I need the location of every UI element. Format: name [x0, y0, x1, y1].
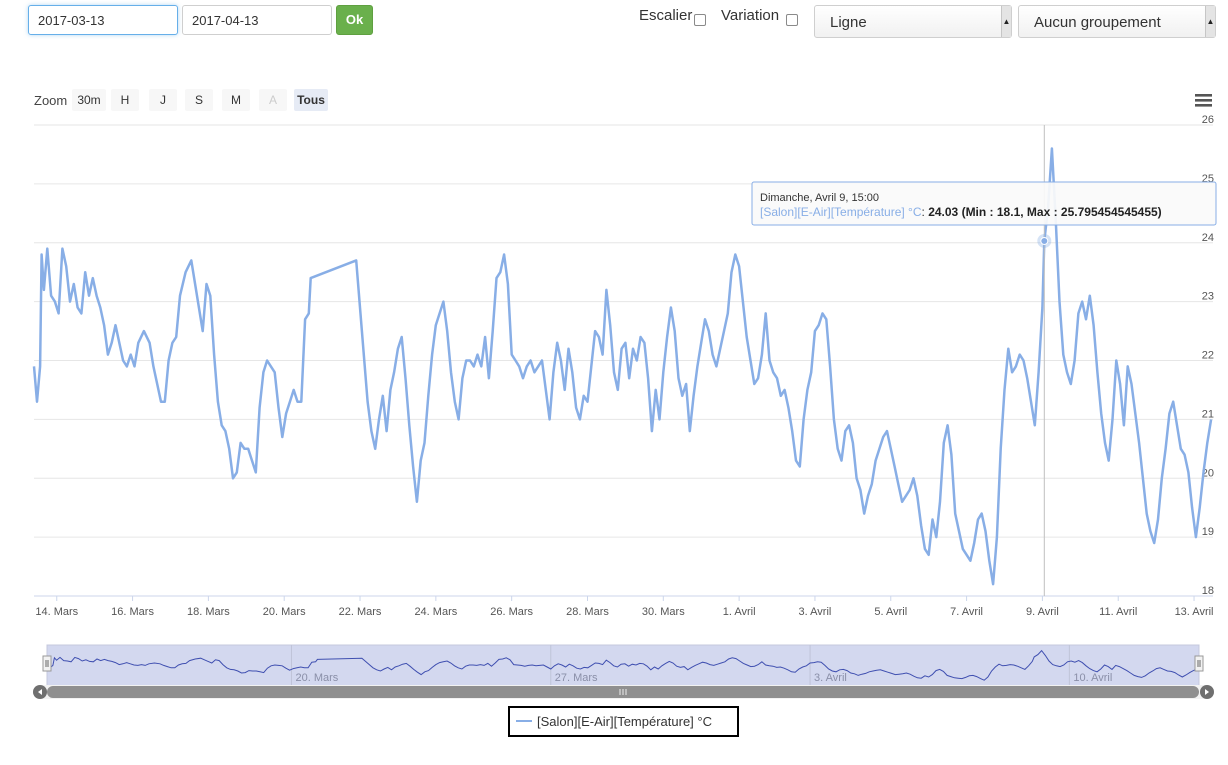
zoom-button-h[interactable]: H [121, 93, 130, 107]
x-tick-label: 5. Avril [874, 606, 907, 618]
y-tick-label: 24 [1202, 232, 1214, 244]
y-tick-label: 21 [1202, 408, 1214, 420]
x-tick-label: 9. Avril [1026, 606, 1059, 618]
escalier-checkbox[interactable] [694, 14, 706, 26]
legend[interactable]: [Salon][E-Air][Température] °C [508, 706, 739, 737]
chevron-left-icon[interactable] [33, 685, 47, 699]
x-axis: 14. Mars 16. Mars 18. Mars 20. Mars 22. Mars… [35, 596, 1214, 618]
x-tick-label: 3. Avril [799, 606, 832, 618]
zoom-button-bg [149, 89, 177, 111]
y-tick-label: 19 [1202, 526, 1214, 538]
zoom-button-a: A [269, 93, 277, 107]
navigator-mask [46, 644, 1200, 687]
date-from-input[interactable] [28, 5, 178, 35]
x-tick-label: 22. Mars [339, 606, 382, 618]
zoom-button-m[interactable]: M [231, 93, 241, 107]
tooltip-value: 24.03 (Min : 18.1, Max : 25.795454545455… [928, 205, 1161, 219]
grouping-select[interactable]: Aucun groupement ▲ [1018, 5, 1216, 38]
chart-type-value: Ligne [830, 14, 867, 31]
navigator-label: 20. Mars [295, 672, 338, 684]
navigator[interactable]: 20. Mars 27. Mars 3. Avril 10. Avril [42, 644, 1204, 687]
tooltip-separator: : [922, 205, 929, 219]
legend-series-label[interactable]: [Salon][E-Air][Température] °C [537, 714, 712, 729]
zoom-button-30m[interactable]: 30m [77, 93, 100, 107]
x-tick-label: 28. Mars [566, 606, 609, 618]
tooltip-series-line: [Salon][E-Air][Température] °C: 24.03 (M… [760, 205, 1162, 219]
tooltip-series-name: [Salon][E-Air][Température] °C [760, 205, 922, 219]
toolbar: Ok Escalier Variation Ligne ▲ Aucun grou… [0, 0, 1228, 45]
zoom-label: Zoom [34, 93, 67, 108]
zoom-button-tous[interactable]: Tous [297, 93, 325, 107]
escalier-label: Escalier [639, 7, 693, 24]
navigator-handle-left[interactable] [42, 655, 52, 672]
zoom-button-bg [111, 89, 139, 111]
variation-label: Variation [721, 7, 780, 24]
zoom-button-bg [259, 89, 287, 111]
y-tick-label: 23 [1202, 291, 1214, 303]
ok-button[interactable]: Ok [336, 5, 373, 35]
navigator-label: 10. Avril [1073, 672, 1112, 684]
x-tick-label: 13. Avril [1175, 606, 1214, 618]
series-plot [32, 147, 1213, 586]
x-tick-label: 16. Mars [111, 606, 154, 618]
date-to-input[interactable] [182, 5, 332, 35]
navigator-labels: 20. Mars 27. Mars 3. Avril 10. Avril [290, 645, 1112, 686]
series-line[interactable] [32, 147, 1213, 586]
x-tick-label: 11. Avril [1099, 606, 1137, 618]
scrollbar-grip-icon [619, 689, 627, 695]
y-tick-label: 26 [1202, 114, 1214, 126]
navigator-line [46, 649, 1198, 681]
x-tick-label: 20. Mars [263, 606, 306, 618]
chevron-right-icon[interactable] [1200, 685, 1214, 699]
y-tick-label: 22 [1202, 350, 1214, 362]
scrollbar[interactable] [33, 685, 1214, 699]
x-tick-label: 14. Mars [35, 606, 78, 618]
zoom-button-bg [72, 89, 106, 111]
navigator-handle-right[interactable] [1194, 655, 1204, 672]
select-arrow-icon: ▲ [1001, 6, 1011, 37]
hamburger-menu-icon[interactable] [1195, 94, 1212, 107]
zoom-button-s[interactable]: S [195, 93, 203, 107]
grouping-value: Aucun groupement [1034, 14, 1161, 31]
select-arrow-icon: ▲ [1205, 6, 1215, 37]
navigator-series [46, 649, 1198, 681]
variation-checkbox[interactable] [786, 14, 798, 26]
y-tick-label: 18 [1202, 585, 1214, 597]
tooltip-box [751, 181, 1217, 226]
x-tick-label: 26. Mars [490, 606, 533, 618]
x-tick-label: 24. Mars [414, 606, 457, 618]
zoom-button-bg [294, 89, 328, 111]
legend-box [508, 706, 739, 737]
navigator-label: 27. Mars [555, 672, 598, 684]
zoom-selector: Zoom 30m H J S M A Tous [34, 89, 328, 111]
x-tick-label: 7. Avril [950, 606, 983, 618]
tooltip: Dimanche, Avril 9, 15:00 [Salon][E-Air][… [751, 181, 1217, 226]
x-tick-label: 30. Mars [642, 606, 685, 618]
zoom-button-j[interactable]: J [160, 93, 166, 107]
tooltip-date: Dimanche, Avril 9, 15:00 [760, 192, 879, 204]
zoom-button-bg [222, 89, 250, 111]
x-tick-label: 18. Mars [187, 606, 230, 618]
zoom-button-bg [185, 89, 213, 111]
x-tick-label: 1. Avril [723, 606, 756, 618]
chart-type-select[interactable]: Ligne ▲ [814, 5, 1012, 38]
navigator-label: 3. Avril [814, 672, 847, 684]
hover-point[interactable] [1040, 236, 1049, 245]
